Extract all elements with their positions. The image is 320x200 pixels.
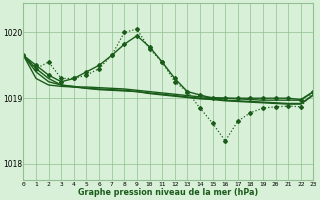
X-axis label: Graphe pression niveau de la mer (hPa): Graphe pression niveau de la mer (hPa)	[78, 188, 259, 197]
